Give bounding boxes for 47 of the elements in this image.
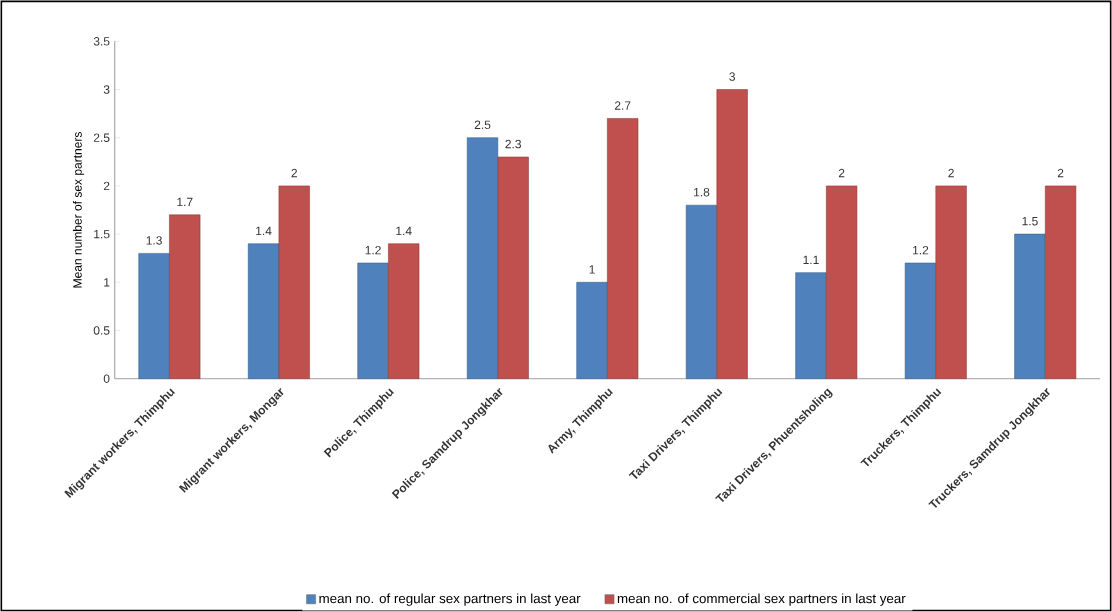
bar	[1045, 185, 1077, 379]
data-label: 2	[1057, 168, 1064, 178]
data-label: 1.7	[177, 197, 193, 207]
y-tick-label: 2.5	[93, 133, 110, 142]
bar	[278, 185, 310, 379]
data-label: 1.2	[913, 245, 929, 255]
y-tick-label: 1.5	[94, 229, 110, 239]
legend-label: mean no. of regular sex partners in last year	[319, 593, 581, 606]
data-label: 3	[729, 72, 735, 81]
bar	[357, 262, 389, 379]
y-tick-label: 3	[103, 85, 110, 94]
data-label: 1.2	[365, 245, 381, 255]
bar	[904, 262, 937, 379]
data-label: 1.5	[1022, 217, 1038, 226]
data-label: 2.7	[614, 101, 631, 110]
data-label: 2.5	[474, 120, 491, 130]
bar	[795, 272, 827, 379]
data-label: 1.4	[396, 226, 412, 236]
data-label: 1.8	[694, 187, 710, 197]
data-label: 1.1	[803, 255, 819, 264]
data-label: 2	[948, 168, 954, 178]
data-label: 1.3	[146, 236, 162, 245]
bar	[935, 185, 967, 379]
bar	[685, 204, 718, 379]
bar	[607, 118, 639, 379]
bar	[247, 243, 280, 379]
y-tick-label: 0.5	[93, 326, 110, 335]
legend-label: mean no. of commercial sex partners in last year	[617, 593, 906, 606]
bar	[716, 89, 748, 379]
bar	[497, 156, 529, 379]
bar	[169, 214, 201, 379]
bar	[466, 137, 499, 379]
data-label: 2	[291, 168, 297, 178]
y-tick-label: 0	[103, 374, 110, 383]
y-tick-label: 1	[104, 278, 110, 287]
bar	[388, 243, 420, 379]
data-label: 1	[589, 265, 595, 274]
y-tick-label: 2	[103, 181, 110, 191]
bar	[1014, 233, 1046, 379]
data-label: 1.4	[256, 226, 272, 236]
y-tick-label: 3.5	[93, 37, 110, 46]
bar	[576, 282, 608, 379]
bar	[138, 253, 170, 379]
bar	[826, 185, 858, 379]
y-axis-title: Mean number of sex partners	[72, 132, 85, 288]
data-label: 2.3	[505, 139, 522, 149]
data-label: 2	[838, 168, 845, 178]
